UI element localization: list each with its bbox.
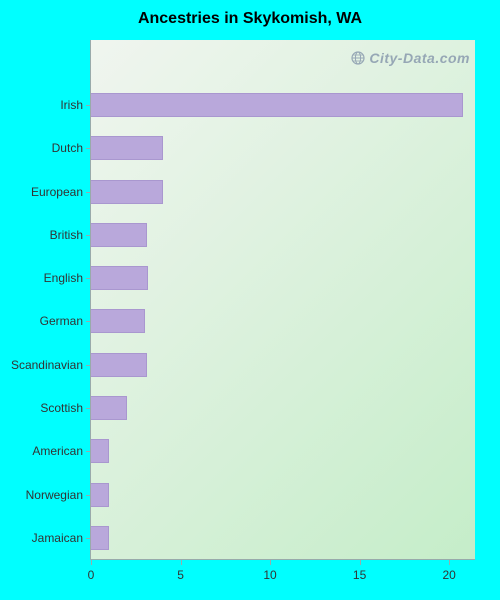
bar [91,266,148,290]
y-axis-label: Norwegian [3,488,83,502]
bar [91,180,163,204]
plot-area: City-Data.com IrishDutchEuropeanBritishE… [90,40,475,560]
y-axis-label: Dutch [3,141,83,155]
x-axis-label: 0 [88,568,95,582]
y-axis-label: Irish [3,98,83,112]
globe-icon [351,51,365,65]
x-axis-tick [91,560,92,565]
bar [91,439,109,463]
y-axis-label: European [3,185,83,199]
y-axis-label: American [3,444,83,458]
y-axis-label: Scandinavian [3,358,83,372]
y-axis-label: Scottish [3,401,83,415]
x-axis-tick [181,560,182,565]
x-axis-label: 20 [442,568,455,582]
y-axis-label: Jamaican [3,531,83,545]
bar [91,93,463,117]
watermark-text: City-Data.com [369,50,470,66]
bar [91,353,147,377]
bar [91,309,145,333]
bar [91,483,109,507]
bar [91,223,147,247]
chart-title: Ancestries in Skykomish, WA [0,10,500,28]
x-axis-tick [270,560,271,565]
y-axis-label: British [3,228,83,242]
chart-container: Ancestries in Skykomish, WA City-Data.co… [0,0,500,600]
bar [91,136,163,160]
y-axis-label: German [3,314,83,328]
x-axis-label: 15 [353,568,366,582]
y-axis-label: English [3,271,83,285]
bar [91,526,109,550]
bar [91,396,127,420]
watermark: City-Data.com [351,50,470,66]
x-axis-tick [360,560,361,565]
x-axis-label: 10 [263,568,276,582]
x-axis-label: 5 [177,568,184,582]
x-axis-tick [449,560,450,565]
